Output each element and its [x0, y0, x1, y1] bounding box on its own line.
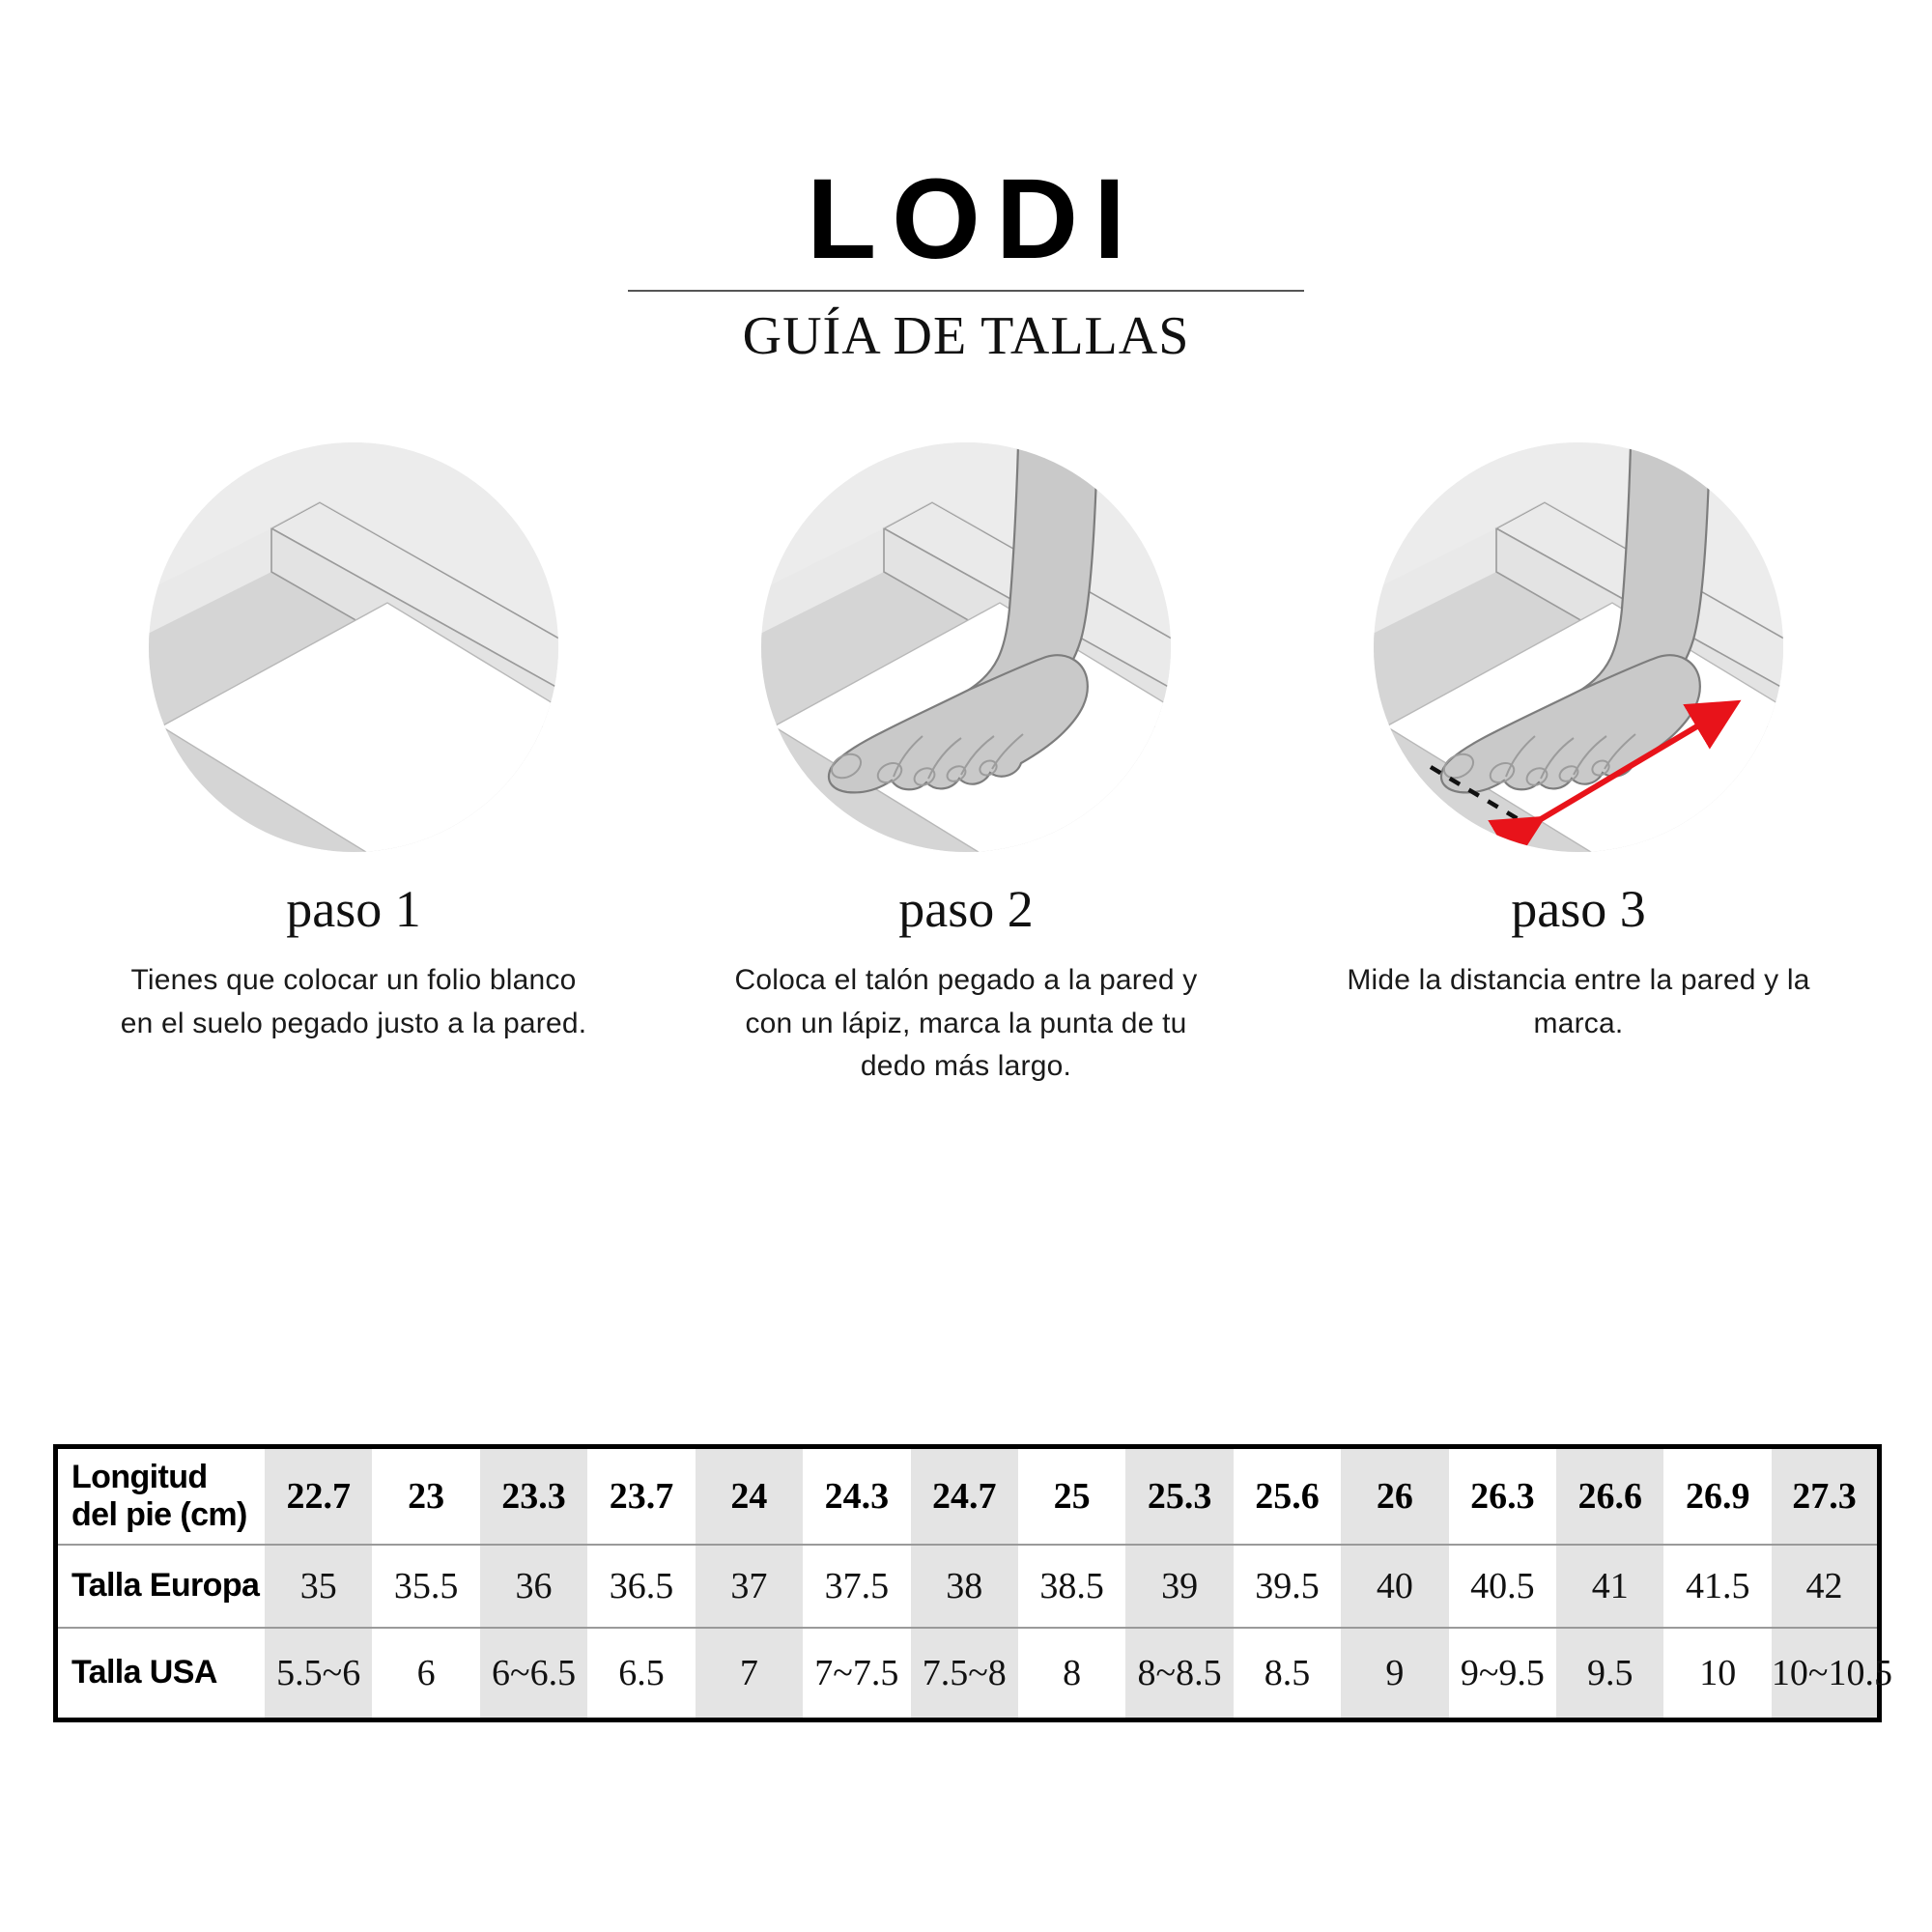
cell-talla-usa-3: 6.5 [587, 1627, 696, 1720]
page-title: GUÍA DE TALLAS [742, 306, 1190, 366]
page-header: LODI GUÍA DE TALLAS [0, 0, 1932, 367]
step-1-description: Tienes que colocar un folio blanco en el… [120, 964, 587, 1039]
steps-row: paso 1 Tienes que colocar un folio blanc… [0, 437, 1932, 1089]
cell-talla-usa-7: 8 [1017, 1627, 1126, 1720]
cell-talla-usa-9: 8.5 [1233, 1627, 1342, 1720]
cell-talla-europa-6: 38 [910, 1544, 1018, 1628]
size-chart-table: Longitud del pie (cm) 22.7 23 23.3 23.7 24 24… [53, 1444, 1892, 1722]
cell-talla-usa-4: 7 [695, 1627, 804, 1720]
cell-talla-europa-14: 42 [1771, 1544, 1880, 1628]
step-3-illustration [1322, 437, 1834, 862]
cell-talla-europa-0: 35 [265, 1544, 373, 1628]
row-label-usa: Talla USA [55, 1627, 265, 1720]
cell-foot-length-10: 26 [1341, 1446, 1449, 1545]
cell-talla-usa-14: 10~10.5 [1771, 1627, 1892, 1720]
cell-talla-europa-9: 39.5 [1233, 1544, 1342, 1628]
step-3: paso 3 Mide la distancia entre la pared … [1308, 437, 1849, 1045]
cell-talla-usa-2: 6~6.5 [479, 1627, 588, 1720]
cell-foot-length-3: 23.7 [587, 1446, 696, 1545]
cell-foot-length-14: 27.3 [1771, 1446, 1880, 1545]
cell-foot-length-7: 25 [1017, 1446, 1126, 1545]
step-2-title: paso 2 [898, 880, 1034, 938]
cell-talla-usa-12: 9.5 [1556, 1627, 1664, 1720]
size-table-container: Longitud del pie (cm) 22.7 23 23.3 23.7 24 24… [53, 1444, 1892, 1722]
cell-foot-length-8: 25.3 [1125, 1446, 1234, 1545]
cell-talla-usa-11: 9~9.5 [1448, 1627, 1557, 1720]
step-1: paso 1 Tienes que colocar un folio blanc… [83, 437, 624, 1045]
cell-foot-length-9: 25.6 [1233, 1446, 1342, 1545]
step-3-title: paso 3 [1511, 880, 1646, 938]
brand-logo: LODI [807, 156, 1141, 283]
cell-talla-usa-8: 8~8.5 [1125, 1627, 1234, 1720]
cell-foot-length-2: 23.3 [479, 1446, 588, 1545]
table-row-foot-length: Longitud del pie (cm) 22.7 23 23.3 23.7 24 24… [55, 1446, 1880, 1545]
cell-talla-usa-5: 7~7.5 [803, 1627, 911, 1720]
cell-foot-length-4: 24 [695, 1446, 804, 1545]
cell-talla-usa-10: 9 [1341, 1627, 1449, 1720]
row-label-foot-length-line2: del pie (cm) [71, 1496, 247, 1533]
cell-foot-length-6: 24.7 [910, 1446, 1018, 1545]
cell-talla-usa-6: 7.5~8 [910, 1627, 1018, 1720]
step-1-illustration [98, 437, 610, 862]
step-2-description: Coloca el talón pegado a la pared y con … [734, 964, 1198, 1083]
cell-talla-europa-4: 37 [695, 1544, 804, 1628]
row-label-europe: Talla Europa [55, 1544, 265, 1628]
step-3-description: Mide la distancia entre la pared y la ma… [1347, 964, 1810, 1039]
row-label-foot-length-line1: Longitud [71, 1458, 208, 1495]
cell-talla-europa-8: 39 [1125, 1544, 1234, 1628]
cell-foot-length-13: 26.9 [1663, 1446, 1772, 1545]
cell-foot-length-1: 23 [372, 1446, 480, 1545]
cell-talla-europa-2: 36 [479, 1544, 588, 1628]
cell-talla-europa-11: 40.5 [1448, 1544, 1557, 1628]
step-2-illustration [710, 437, 1222, 862]
cell-talla-europa-7: 38.5 [1017, 1544, 1126, 1628]
cell-talla-usa-1: 6 [372, 1627, 480, 1720]
cell-foot-length-5: 24.3 [803, 1446, 911, 1545]
cell-foot-length-12: 26.6 [1556, 1446, 1664, 1545]
cell-talla-europa-12: 41 [1556, 1544, 1664, 1628]
step-1-title: paso 1 [286, 880, 421, 938]
table-row-usa: Talla USA 5.5~6 6 6~6.5 6.5 7 7~7.5 7.5~8 8 8~8.… [55, 1627, 1892, 1720]
cell-foot-length-0: 22.7 [265, 1446, 373, 1545]
cell-foot-length-11: 26.3 [1448, 1446, 1557, 1545]
step-2: paso 2 Coloca el talón pegado a la pared… [696, 437, 1236, 1089]
cell-talla-europa-10: 40 [1341, 1544, 1449, 1628]
cell-talla-usa-0: 5.5~6 [265, 1627, 373, 1720]
cell-talla-europa-5: 37.5 [803, 1544, 911, 1628]
row-label-foot-length: Longitud del pie (cm) [55, 1446, 265, 1545]
cell-talla-europa-3: 36.5 [587, 1544, 696, 1628]
header-divider-rule [628, 290, 1304, 292]
cell-talla-europa-1: 35.5 [372, 1544, 480, 1628]
cell-talla-europa-13: 41.5 [1663, 1544, 1772, 1628]
cell-talla-usa-13: 10 [1663, 1627, 1772, 1720]
table-row-europe: Talla Europa 35 35.5 36 36.5 37 37.5 38 38.5 39 3… [55, 1544, 1880, 1628]
